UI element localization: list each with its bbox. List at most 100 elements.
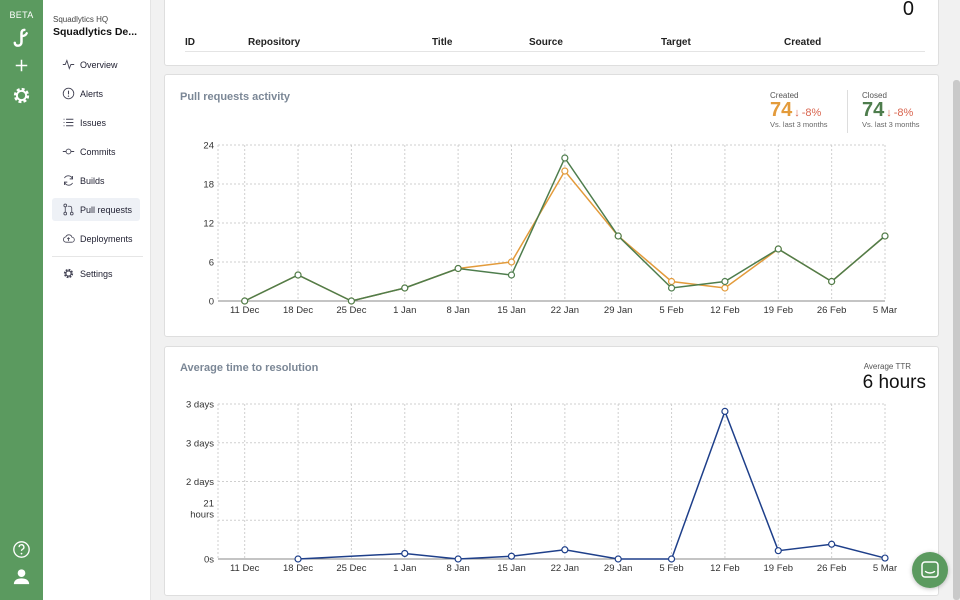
- x-tick-label: 8 Jan: [446, 563, 469, 574]
- x-tick-label: 25 Dec: [336, 305, 366, 316]
- chat-button[interactable]: [912, 552, 948, 588]
- x-tick-label: 11 Dec: [230, 305, 260, 316]
- closed-kpi-sub: Vs. last 3 months: [862, 120, 920, 129]
- data-point[interactable]: [454, 264, 462, 273]
- app-rail: BETA: [0, 0, 43, 600]
- series-line-series: [298, 409, 886, 560]
- data-point[interactable]: [667, 277, 676, 286]
- x-tick-label: 15 Jan: [497, 305, 526, 316]
- data-point[interactable]: [774, 547, 782, 555]
- table-header-divider: [185, 51, 925, 52]
- gear-icon[interactable]: [10, 84, 33, 107]
- scrollbar-thumb[interactable]: [953, 80, 960, 600]
- x-tick-label: 26 Feb: [817, 305, 847, 316]
- data-point[interactable]: [774, 245, 782, 253]
- data-point[interactable]: [667, 284, 676, 292]
- data-point[interactable]: [614, 555, 622, 563]
- x-tick-label: 25 Dec: [336, 563, 366, 574]
- commit-icon: [62, 148, 75, 155]
- column-header-repository[interactable]: Repository: [248, 37, 301, 48]
- time-to-resolution-chart: 0s 21 hours 2 days 3 days 3 days 11 Dec 18 Dec 2…: [186, 400, 897, 575]
- data-point[interactable]: [507, 258, 516, 266]
- column-header-created[interactable]: Created: [784, 37, 822, 48]
- data-point[interactable]: [721, 407, 729, 415]
- org-name[interactable]: Squadlytics HQ: [53, 15, 109, 24]
- data-point[interactable]: [721, 284, 729, 292]
- sidebar-item-label: Alerts: [80, 88, 104, 99]
- pull-requests-activity-chart: 0 6 12 18 24 11 Dec 18 Dec 25 Dec 1 Jan 8 Jan 15 J…: [203, 141, 897, 317]
- y-tick-label: 0s: [204, 555, 214, 566]
- data-point[interactable]: [881, 554, 889, 562]
- logo-icon[interactable]: [10, 27, 33, 50]
- x-tick-label: 12 Feb: [710, 305, 740, 316]
- x-tick-label: 19 Feb: [763, 305, 793, 316]
- data-point[interactable]: [454, 555, 462, 563]
- pull-request-count: 0: [902, 0, 914, 20]
- gear-icon: [63, 268, 74, 279]
- pull-requests-table-card: [164, 0, 939, 66]
- column-header-source[interactable]: Source: [529, 37, 563, 48]
- alert-icon: [62, 87, 75, 100]
- data-point[interactable]: [347, 297, 355, 305]
- sidebar-item-settings[interactable]: Settings: [52, 262, 140, 285]
- data-point[interactable]: [881, 232, 889, 240]
- sidebar-item-label: Deployments: [80, 233, 133, 244]
- data-point[interactable]: [561, 154, 569, 162]
- pull-requests-activity-card: Pull requests activity: [164, 74, 939, 337]
- y-tick-label: 6: [209, 258, 214, 269]
- data-point[interactable]: [828, 540, 836, 548]
- x-tick-label: 29 Jan: [604, 563, 633, 574]
- x-tick-label: 19 Feb: [763, 563, 793, 574]
- help-icon[interactable]: [10, 538, 33, 561]
- sidebar-item-pull-requests[interactable]: Pull requests: [52, 198, 140, 221]
- created-kpi-value: 74: [770, 99, 793, 121]
- y-tick-label: 3 days: [186, 438, 214, 449]
- sidebar-item-label: Pull requests: [80, 204, 133, 215]
- data-point[interactable]: [614, 232, 622, 240]
- data-point[interactable]: [507, 552, 516, 560]
- data-point[interactable]: [241, 297, 249, 305]
- pull-request-icon: [63, 203, 74, 216]
- sidebar-item-alerts[interactable]: Alerts: [52, 82, 140, 105]
- y-tick-label: 3 days: [186, 400, 214, 411]
- data-point[interactable]: [294, 555, 302, 563]
- sidebar-item-deployments[interactable]: Deployments: [52, 227, 140, 250]
- column-header-id[interactable]: ID: [185, 37, 195, 48]
- sidebar-item-commits[interactable]: Commits: [52, 140, 140, 163]
- sidebar-item-issues[interactable]: Issues: [52, 111, 140, 134]
- data-point[interactable]: [401, 549, 409, 558]
- plus-icon[interactable]: [10, 54, 33, 77]
- data-point[interactable]: [667, 555, 676, 563]
- column-header-target[interactable]: Target: [661, 37, 691, 48]
- x-tick-label: 5 Feb: [659, 305, 683, 316]
- ttr-title: Average time to resolution: [180, 362, 319, 374]
- list-icon: [63, 118, 74, 127]
- sidebar-item-builds[interactable]: Builds: [52, 169, 140, 192]
- created-kpi-sub: Vs. last 3 months: [770, 120, 828, 129]
- sidebar-item-overview[interactable]: Overview: [52, 53, 140, 76]
- x-tick-label: 26 Feb: [817, 563, 847, 574]
- data-point[interactable]: [294, 271, 302, 279]
- sidebar-item-label: Commits: [80, 146, 116, 157]
- chat-icon: [921, 561, 939, 578]
- data-point[interactable]: [561, 546, 569, 554]
- x-tick-label: 1 Jan: [393, 563, 416, 574]
- y-tick-label: 21 hours: [190, 498, 214, 520]
- y-tick-label: 18: [203, 180, 214, 191]
- user-icon[interactable]: [10, 565, 33, 588]
- arrow-down-icon: ↓: [794, 107, 800, 119]
- data-point[interactable]: [401, 284, 409, 292]
- sidebar-item-label: Overview: [80, 59, 118, 70]
- data-point[interactable]: [561, 167, 569, 175]
- closed-kpi-value: 74: [862, 99, 885, 121]
- beta-label: BETA: [9, 10, 34, 20]
- data-point[interactable]: [721, 277, 729, 286]
- sidebar-item-label: Settings: [80, 268, 113, 279]
- x-tick-label: 8 Jan: [446, 305, 469, 316]
- data-point[interactable]: [828, 277, 836, 286]
- x-tick-label: 12 Feb: [710, 563, 740, 574]
- x-tick-label: 5 Feb: [659, 563, 683, 574]
- created-kpi: Created 74 ↓ -8% Vs. last 3 months: [770, 91, 828, 129]
- data-point[interactable]: [507, 271, 516, 279]
- column-header-title[interactable]: Title: [432, 37, 453, 48]
